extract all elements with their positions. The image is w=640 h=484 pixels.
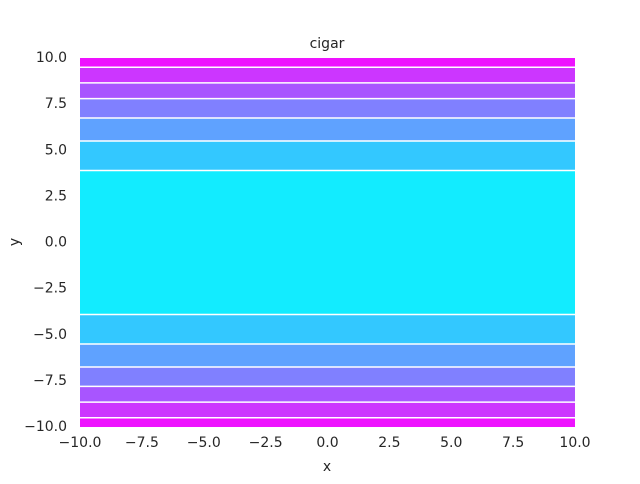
y-tick-label: −2.5	[33, 281, 67, 297]
y-tick-label: 10.0	[36, 50, 67, 66]
y-tick-label: 7.5	[45, 96, 67, 112]
y-tick-label: −7.5	[33, 373, 67, 389]
x-tick-label: −5.0	[187, 435, 221, 451]
y-axis-label: y	[7, 238, 23, 246]
contour-band	[80, 117, 575, 142]
contour-band	[80, 170, 575, 315]
contour-band	[80, 367, 575, 387]
contour-band	[80, 98, 575, 118]
y-tick-label: 0.0	[45, 235, 67, 251]
contour-band	[80, 58, 575, 68]
x-tick-label: 2.5	[378, 435, 400, 451]
x-axis-label: x	[323, 459, 331, 475]
contour-band	[80, 67, 575, 83]
x-tick-label: −10.0	[59, 435, 102, 451]
y-tick-label: 5.0	[45, 142, 67, 158]
x-tick-label: 10.0	[559, 435, 590, 451]
contour-band	[80, 141, 575, 171]
x-tick-label: 0.0	[316, 435, 338, 451]
chart-title: cigar	[310, 36, 345, 52]
y-tick-label: −10.0	[24, 419, 67, 435]
x-tick-label: 7.5	[502, 435, 524, 451]
contour-band	[80, 82, 575, 99]
x-tick-label: −2.5	[249, 435, 283, 451]
contour-band	[80, 343, 575, 368]
contour-band	[80, 314, 575, 344]
contour-band	[80, 386, 575, 403]
x-tick-label: −7.5	[125, 435, 159, 451]
y-tick-label: 2.5	[45, 188, 67, 204]
contour-band	[80, 402, 575, 418]
x-tick-label: 5.0	[440, 435, 462, 451]
y-tick-label: −5.0	[33, 327, 67, 343]
contour-band	[80, 417, 575, 427]
